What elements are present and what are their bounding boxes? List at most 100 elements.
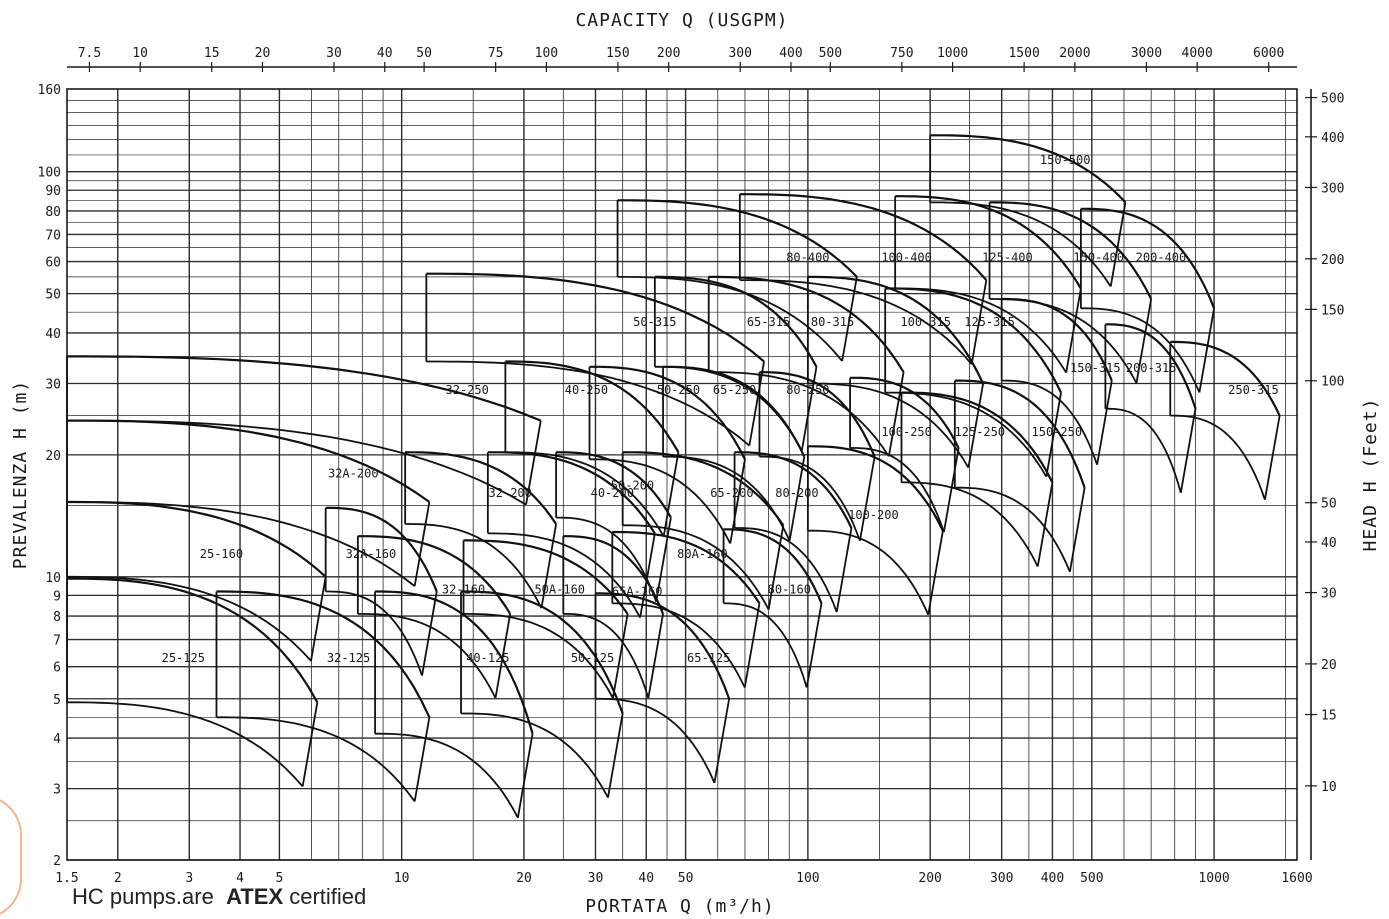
top-tick-label: 20 [255,46,271,61]
right-tick-label: 300 [1321,181,1344,196]
x-tick-label: 400 [1041,871,1064,886]
x-tick-label: 10 [394,871,410,886]
x-tick-label: 500 [1080,871,1103,886]
x-tick-label: 300 [990,871,1013,886]
right-tick-label: 500 [1321,92,1344,107]
pump-label: 80-400 [786,251,829,265]
x-tick-label: 4 [236,871,244,886]
y-tick-label: 2 [53,854,61,869]
pump-curve-min-100-400 [739,279,973,365]
pump-label: 32A-160 [346,547,397,561]
pump-label: 200-315 [1126,361,1177,375]
pump-label: 80-250 [786,383,829,397]
pump-curve-50-200 [556,451,672,519]
right-tick-label: 15 [1321,709,1337,724]
right-tick-label: 200 [1321,253,1344,268]
pump-label: 150-315 [1070,361,1121,375]
top-tick-label: 750 [890,46,913,61]
left-axis-title: PREVALENZA H (m) [10,380,31,569]
pump-boundary-right [835,527,853,613]
pump-curve-150-500 [930,134,1127,204]
pump-label: 32-200 [489,486,532,500]
pump-label: 65-315 [747,315,790,329]
pump-boundary-right [1198,308,1215,393]
pump-curve-65-200 [622,451,785,526]
pump-curve-min-125-315 [885,391,1048,478]
right-tick-label: 150 [1321,303,1344,318]
pump-label: 40-250 [565,383,608,397]
pump-curve-min-150-250 [954,486,1071,573]
pump-label: 32-125 [327,651,370,665]
y-tick-label: 8 [53,610,61,625]
pump-curve-min-32-125 [216,716,416,802]
top-tick-label: 300 [728,46,751,61]
pump-curve-65A-160 [563,535,665,615]
pump-boundary-right [540,523,558,609]
pump-curve-100-400 [739,193,988,281]
pump-curve-80-400 [617,199,858,278]
pump-label: 50-125 [571,651,614,665]
pump-boundary-right [1069,487,1086,572]
pump-curve-min-32-160 [357,613,497,699]
x-tick-label: 40 [638,871,654,886]
pump-boundary-right [301,702,319,787]
top-tick-label: 10 [132,46,148,61]
pump-label: 80A-160 [677,547,728,561]
pump-curve-min-250-315 [1170,414,1266,501]
pump-label: 32A-200 [328,466,379,480]
pump-curve-150-400 [989,201,1153,300]
pump-curve-80A-160 [612,530,761,605]
y-tick-label: 70 [45,228,61,243]
y-tick-label: 5 [53,693,61,708]
pump-curve-100-250 [850,376,960,449]
pump-boundary-right [647,613,664,699]
pump-curve-125-400 [895,195,1082,290]
pump-curve-80-200 [734,451,853,529]
y-tick-label: 100 [38,166,61,181]
pump-curve-min-80-250 [759,455,861,542]
pump-label: 65-200 [710,486,753,500]
pump-boundary-right [967,383,984,468]
pump-boundary-right [970,279,988,365]
pump-curve-min-40-125 [375,732,519,819]
pump-label: 250-315 [1228,383,1279,397]
pump-curve-min-50-250 [589,458,731,544]
pump-boundary-right [421,591,438,676]
pump-boundary-right [516,733,534,818]
pump-curve-min-25-160 [67,575,312,662]
x-tick-label: 100 [796,871,819,886]
footnote-suffix: certified [289,884,367,909]
chart-axes: 1.5 2 3 4 5 10 20 30 40 50 100 200 300 400 500 1000 1600… [10,10,1381,917]
top-tick-label: 4000 [1182,46,1213,61]
top-tick-label: 150 [606,46,629,61]
x-tick-label: 30 [588,871,604,886]
pump-curve-min-80-200 [734,527,838,613]
pump-curve-50-315 [426,272,765,363]
y-tick-label: 3 [53,783,61,798]
y-tick-label: 30 [45,378,61,393]
pump-label: 150-400 [1073,251,1124,265]
pump-boundary-right [1045,392,1062,477]
pump-curve-min-32A-160 [325,590,423,676]
pump-curve-min-40-250 [505,451,665,537]
top-tick-label: 3000 [1131,46,1162,61]
pump-curve-min-32-250 [67,419,527,506]
x-tick-label: 5 [275,871,283,886]
top-axis-title: CAPACITY Q (USGPM) [575,10,788,31]
pump-curve-150-250 [954,379,1086,489]
y-tick-label: 7 [53,634,61,649]
right-tick-label: 30 [1321,587,1337,602]
pump-curve-80-315 [708,275,905,373]
pump-boundary-right [655,517,672,602]
pump-boundary-right [800,366,818,452]
right-axis-title: HEAD H (Feet) [1360,398,1381,552]
pump-curve-65-315 [654,275,818,368]
pump-curve-min-65A-160 [563,613,650,699]
top-tick-label: 2000 [1059,46,1090,61]
pump-curve-40-250 [505,360,680,453]
pump-label: 100-250 [881,425,932,439]
x-tick-label: 1000 [1198,871,1229,886]
pump-curve-min-200-400 [1080,307,1201,393]
pump-boundary-right [788,456,806,541]
pump-boundary-right [612,613,629,699]
